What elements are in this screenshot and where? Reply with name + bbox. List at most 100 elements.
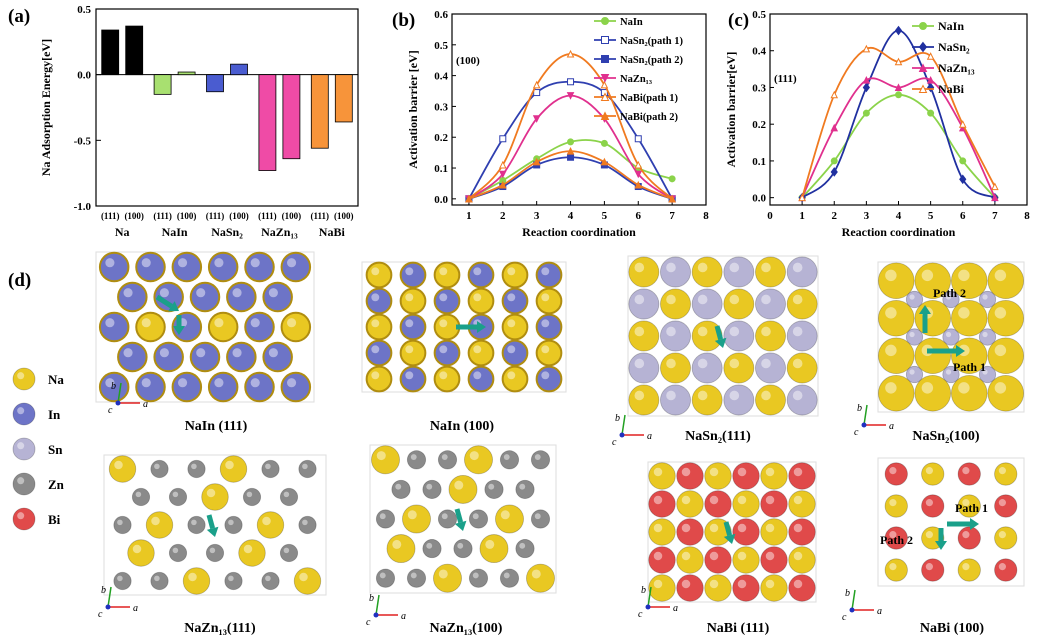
plot-frame (95, 8, 359, 207)
y-tick-label: 0.5 (77, 4, 91, 16)
atom-highlight (666, 294, 676, 305)
atom-highlight (793, 579, 803, 589)
y-tick-label: -0.5 (74, 135, 92, 147)
atom-highlight (503, 572, 510, 579)
atom-in (433, 339, 461, 367)
atom-na (402, 504, 431, 534)
atom-na (501, 313, 529, 341)
atom-highlight (709, 523, 719, 533)
atom-in (535, 313, 563, 341)
data-point (567, 153, 575, 161)
atom-zn (224, 571, 243, 591)
atom-highlight (395, 483, 402, 490)
diffusion-arrow-head (956, 345, 965, 357)
atom-na (108, 455, 137, 483)
atom-highlight (154, 575, 160, 582)
panel-label-b: (b) (392, 10, 415, 31)
atom-highlight (634, 390, 645, 401)
structure-naBi100: Path 1 Path 2 NaBi (100) (877, 457, 1025, 636)
axis-label-b: b (615, 413, 620, 424)
atom-highlight (154, 463, 160, 470)
group-label: NaZn₁₃ (261, 225, 298, 239)
data-point (927, 109, 935, 117)
atom-highlight (507, 267, 516, 276)
atom-highlight (958, 307, 970, 319)
atom-highlight (761, 262, 771, 273)
series-line (801, 93, 996, 199)
data-point (498, 160, 507, 169)
data-point (991, 193, 999, 202)
atom-highlight (299, 572, 308, 582)
atom-highlight (994, 269, 1007, 282)
atom-highlight (885, 269, 897, 282)
atom-in (226, 281, 257, 313)
data-point (600, 80, 609, 89)
structure-caption: NaSn₂(100) (912, 429, 980, 444)
diffusion-arrow-head (454, 520, 467, 531)
element-legend-label: Zn (48, 477, 65, 492)
axis-b (851, 589, 856, 611)
axis-label-a: a (647, 431, 652, 442)
atom-highlight (945, 369, 952, 375)
panel-c-line-chart: 0 1 2 3 4 5 6 7 8 0.0 0.1 0.2 0.3 0.4 0.5 Reaction coor… (724, 9, 1030, 239)
axis-c (849, 607, 855, 613)
axis-label-c: c (612, 437, 617, 448)
atom-na (145, 511, 174, 539)
atom-highlight (653, 467, 663, 477)
x-tick-label: 2 (832, 210, 838, 222)
atom-highlight (761, 390, 771, 401)
atom-na (877, 262, 915, 300)
atom-na (365, 365, 393, 393)
atom-highlight (159, 348, 169, 358)
atom-highlight (792, 390, 803, 401)
path-label: Path 1 (953, 360, 986, 374)
x-tick-label: 5 (602, 210, 608, 222)
diffusion-arrow-head (477, 321, 486, 333)
diffusion-arrow (723, 521, 733, 536)
structure-frame (103, 454, 327, 596)
atom-na (207, 311, 239, 343)
x-tick-label: 7 (669, 210, 675, 222)
atom-in (244, 251, 275, 283)
y-tick-label: 0.5 (434, 40, 448, 52)
axis-triad: a b c (854, 403, 894, 438)
atom-highlight (438, 569, 448, 579)
atom-highlight (262, 516, 271, 526)
atom-na (293, 567, 322, 595)
atom-highlight (697, 294, 708, 305)
axis-label-b: b (111, 381, 116, 392)
data-point (566, 49, 575, 58)
atom-bi (994, 558, 1018, 582)
atom-highlight (925, 563, 933, 571)
atom-highlight (141, 258, 151, 268)
atom-na (760, 574, 788, 602)
panel-labels: (a) (b) (c) (d) (8, 6, 749, 291)
atom-in (365, 287, 393, 315)
atom-highlight (17, 407, 25, 415)
atom-bi (760, 546, 788, 574)
atom-highlight (889, 563, 897, 571)
atom-highlight (998, 467, 1006, 475)
diffusion-arrow (714, 325, 724, 340)
atom-zn (261, 459, 280, 479)
atom-highlight (439, 371, 448, 380)
atom-highlight (889, 531, 897, 539)
atom-highlight (925, 531, 933, 539)
atom-highlight (507, 319, 516, 328)
axis-label-c: c (98, 609, 103, 620)
atom-highlight (681, 467, 691, 477)
atom-na (987, 299, 1025, 337)
bar-facet-label: (100) (334, 211, 354, 221)
structure-caption: NaIn (111) (185, 419, 248, 434)
axis-label-b: b (641, 585, 646, 596)
y-tick-label: 0.5 (752, 9, 766, 21)
axis-label-b: b (857, 403, 862, 414)
axis-c (373, 612, 379, 618)
diffusion-arrow-head (206, 526, 219, 537)
data-point (926, 75, 935, 84)
atom-na (399, 287, 427, 315)
atom-highlight (439, 345, 448, 354)
atom-highlight (998, 531, 1006, 539)
axis-label-c: c (366, 617, 371, 628)
atom-highlight (761, 294, 771, 305)
